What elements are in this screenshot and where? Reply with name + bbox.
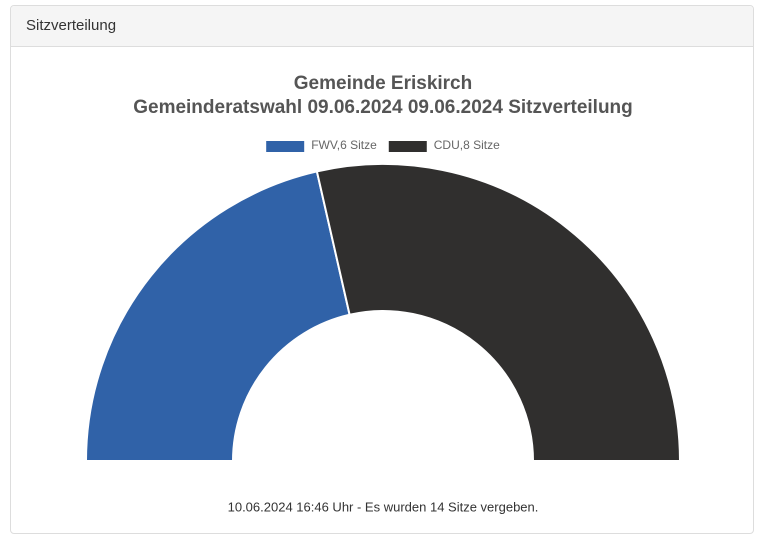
panel-heading: Sitzverteilung <box>11 6 753 47</box>
segment <box>84 170 351 462</box>
legend-swatch <box>388 141 427 152</box>
legend-label: FWV,6 Sitze <box>311 138 377 152</box>
chart-subtitle: Gemeinderatswahl 09.06.2024 09.06.2024 S… <box>133 97 633 118</box>
footer-note: 10.06.2024 16:46 Uhr - Es wurden 14 Sitz… <box>228 499 539 514</box>
chart-title: Gemeinde Eriskirch <box>294 73 472 94</box>
legend-swatch <box>266 141 305 152</box>
legend-label: CDU,8 Sitze <box>434 138 500 152</box>
segment <box>315 163 682 462</box>
